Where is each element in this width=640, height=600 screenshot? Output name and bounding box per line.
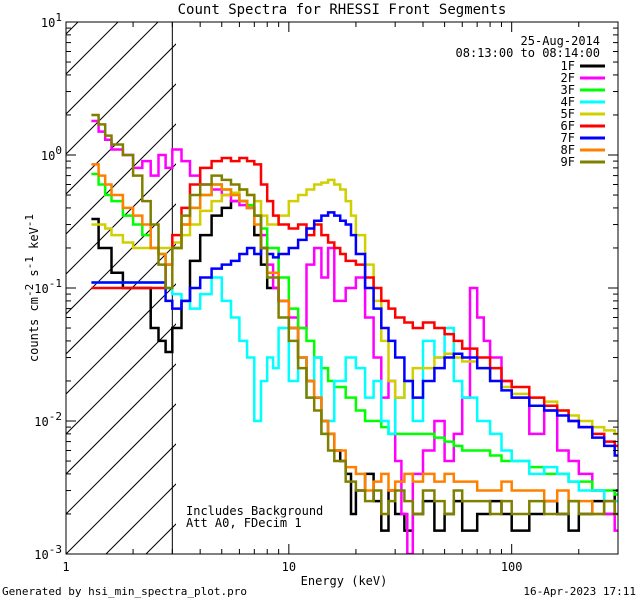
y-label-part: keV [27,227,41,256]
hatch-line [66,83,176,195]
time-range-label: 08:13:00 to 08:14:00 [456,46,601,60]
date-label: 25-Aug-2014 [521,34,600,48]
y-tick-label: 10-3 [34,543,62,562]
hatch-line [66,403,176,515]
y-label-part: -2 [23,284,36,297]
series-6F [91,156,618,448]
legend-label-6F: 6F [561,119,575,133]
hatch-line [66,22,159,115]
y-tick-label: 10-2 [34,410,62,429]
hatch-line [466,0,640,554]
legend-label-4F: 4F [561,95,575,109]
hatch-line [66,443,176,554]
y-axis-label: counts cm-2 s-1 keV-1 [23,214,41,362]
hatch-line [66,363,176,475]
hatch-line [66,203,176,315]
y-label-part: -1 [23,214,36,227]
hatch-line [586,0,640,554]
footer-timestamp: 16-Apr-2023 17:11 [523,585,636,598]
y-label-part: -1 [23,256,36,269]
x-tick-label: 1 [62,560,69,574]
series-5F [91,178,618,436]
x-axis-label: Energy (keV) [301,574,388,588]
annotation-attenuator: Att A0, FDecim 1 [186,516,302,530]
hatch-line [66,283,176,395]
x-axis: 1 10 100 [62,22,619,574]
annotation-background: Includes Background [186,504,323,518]
y-tick-label: 101 [41,11,62,30]
x-tick-label: 10 [282,560,296,574]
y-label-part: s [27,269,41,283]
legend-label-8F: 8F [561,143,575,157]
legend-label-9F: 9F [561,155,575,169]
y-label-part: counts cm [27,297,41,362]
footer-generated-by: Generated by hsi_min_spectra_plot.pro [2,585,247,598]
x-tick-label: 100 [501,560,523,574]
y-axis: 10-3 10-2 10-1 100 101 [34,11,618,562]
legend-label-7F: 7F [561,131,575,145]
series-group [91,113,618,554]
legend-label-1F: 1F [561,59,575,73]
hatch-line [346,0,640,554]
hatch-line [66,163,176,275]
legend-label-5F: 5F [561,107,575,121]
series-9F [91,113,618,516]
chart-title: Count Spectra for RHESSI Front Segments [178,2,507,18]
series-7F [91,211,618,457]
hatch-line [66,43,176,155]
legend-label-3F: 3F [561,83,575,97]
hatch-line [426,0,640,554]
hatch-line [626,0,640,554]
y-tick-label: 10-1 [34,277,62,296]
hatch-line [66,243,176,355]
series-2F [91,119,618,554]
series-4F [91,276,618,503]
hatch-line [66,22,119,75]
y-tick-label: 100 [41,144,62,163]
series-1F [91,199,618,532]
legend-label-2F: 2F [561,71,575,85]
